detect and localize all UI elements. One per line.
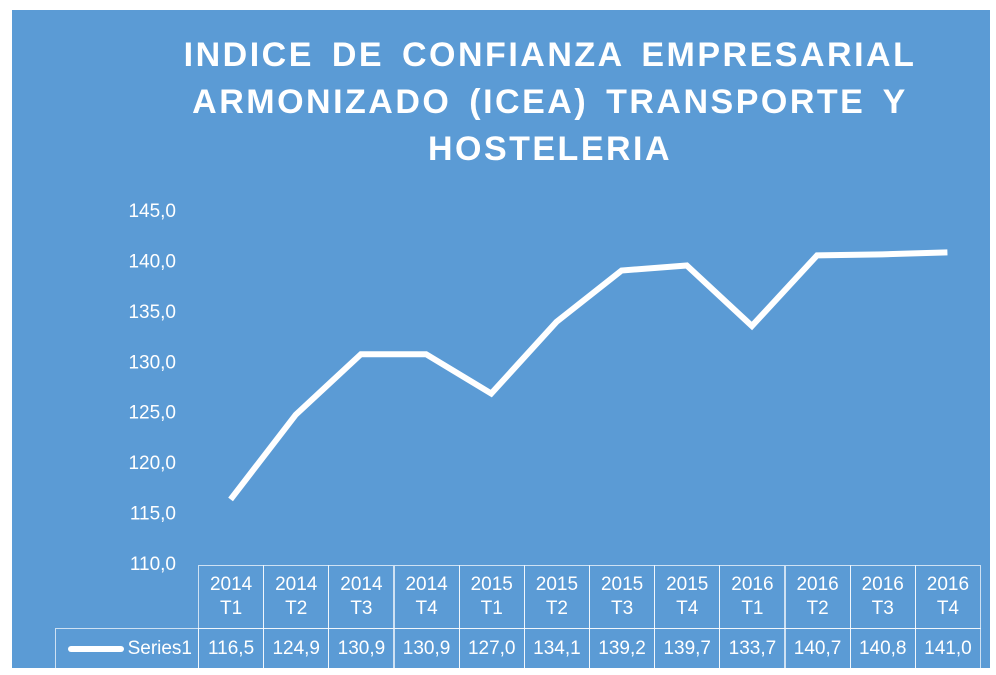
category-cell: 2014 T3 <box>328 565 395 629</box>
value-cell: 124,9 <box>263 628 330 669</box>
value-cell: 140,8 <box>849 628 916 669</box>
series-line <box>228 249 948 502</box>
legend-key <box>67 645 124 652</box>
y-tick-label: 115,0 <box>130 504 176 525</box>
y-tick-label: 130,0 <box>128 352 176 373</box>
value-cell: 130,9 <box>393 628 460 669</box>
chart-background <box>12 10 990 668</box>
category-cell: 2015 T2 <box>523 565 590 629</box>
value-cell: 116,5 <box>198 628 265 669</box>
legend-cell: Series1 <box>55 628 199 669</box>
category-cell: 2016 T4 <box>914 565 981 629</box>
value-cell: 130,9 <box>328 628 395 669</box>
value-cell: 140,7 <box>784 628 851 669</box>
value-cell: 127,0 <box>458 628 525 669</box>
value-cell: 133,7 <box>719 628 786 669</box>
chart-title: INDICE DE CONFIANZA EMPRESARIAL ARMONIZA… <box>183 36 917 168</box>
category-cell: 2014 T1 <box>198 565 265 629</box>
category-cell: 2015 T4 <box>654 565 721 629</box>
category-cell: 2016 T2 <box>784 565 851 629</box>
value-cell: 139,7 <box>654 628 721 669</box>
category-cell: 2016 T1 <box>719 565 786 629</box>
y-tick-label: 140,0 <box>128 251 176 272</box>
legend-label: Series1 <box>127 637 192 659</box>
y-tick-label: 110,0 <box>130 554 176 575</box>
y-tick-label: 135,0 <box>128 302 176 323</box>
y-tick-label: 145,0 <box>128 201 176 222</box>
value-cell: 139,2 <box>589 628 656 669</box>
category-cell: 2015 T1 <box>458 565 525 629</box>
category-cell: 2015 T3 <box>589 565 656 629</box>
y-tick-label: 125,0 <box>128 403 176 424</box>
category-cell: 2016 T3 <box>849 565 916 629</box>
value-cell: 134,1 <box>523 628 590 669</box>
value-cell: 141,0 <box>914 628 981 669</box>
category-cell: 2014 T2 <box>263 565 330 629</box>
y-tick-label: 120,0 <box>128 453 176 474</box>
category-cell: 2014 T4 <box>393 565 460 629</box>
